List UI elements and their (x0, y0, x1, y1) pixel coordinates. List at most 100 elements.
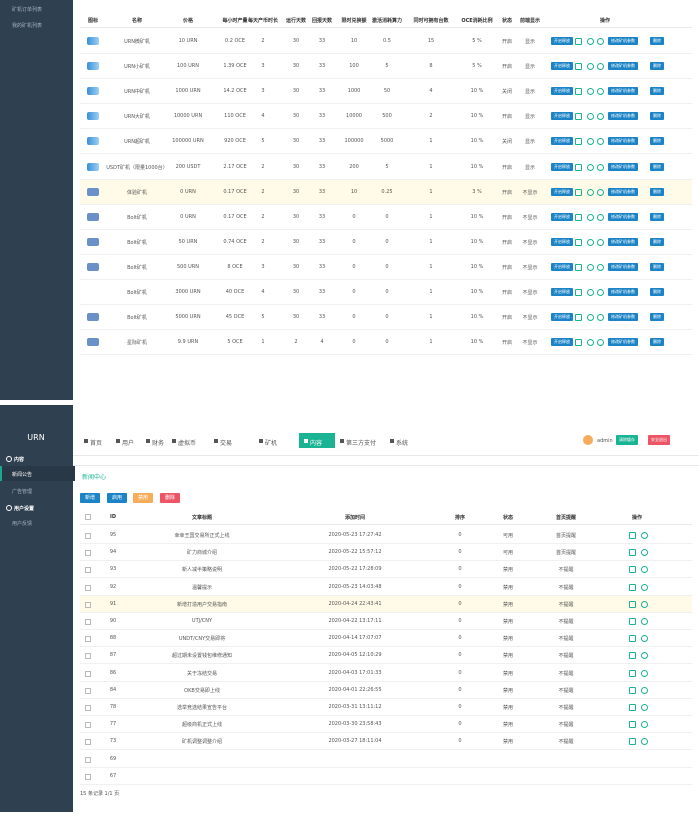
row-checkbox[interactable] (85, 619, 91, 625)
round-icon[interactable] (597, 238, 604, 246)
edit-icon[interactable] (629, 549, 636, 557)
round-icon[interactable] (587, 213, 594, 221)
action-button[interactable]: 删除 (650, 137, 664, 146)
round-icon[interactable] (597, 113, 604, 121)
action-button[interactable]: 开启释放 (551, 237, 573, 246)
edit-icon[interactable] (629, 566, 636, 574)
round-icon[interactable] (597, 213, 604, 221)
round-icon[interactable] (641, 635, 648, 643)
header-button[interactable]: 安全退出 (648, 435, 670, 445)
toolbar-button[interactable]: 新增 (80, 493, 101, 503)
round-icon[interactable] (641, 566, 648, 574)
nav-item[interactable]: 内容 (310, 440, 323, 447)
round-icon[interactable] (597, 138, 604, 146)
edit-icon[interactable] (575, 213, 582, 221)
row-checkbox[interactable] (85, 773, 91, 780)
edit-icon[interactable] (575, 314, 582, 322)
edit-icon[interactable] (629, 600, 636, 608)
action-button[interactable]: 修改矿机参数 (608, 187, 638, 196)
round-icon[interactable] (587, 289, 594, 296)
action-button[interactable]: 开启释放 (551, 62, 573, 71)
round-icon[interactable] (587, 63, 594, 71)
edit-icon[interactable] (629, 738, 636, 746)
action-button[interactable]: 开启释放 (551, 162, 573, 171)
nav-item[interactable]: 用户 (122, 440, 135, 447)
action-button[interactable]: 删除 (650, 187, 664, 196)
round-icon[interactable] (587, 314, 594, 322)
action-button[interactable]: 修改矿机参数 (608, 137, 638, 146)
round-icon[interactable] (587, 88, 594, 96)
action-button[interactable]: 删除 (650, 313, 664, 322)
edit-icon[interactable] (629, 704, 636, 711)
action-button[interactable]: 修改矿机参数 (608, 212, 638, 221)
row-checkbox[interactable] (85, 722, 91, 729)
action-button[interactable]: 修改矿机参数 (608, 262, 638, 271)
action-button[interactable]: 开启释放 (551, 288, 573, 296)
action-button[interactable]: 修改矿机参数 (608, 288, 638, 296)
action-button[interactable]: 开启释放 (551, 112, 573, 121)
row-checkbox[interactable] (85, 584, 91, 591)
round-icon[interactable] (597, 38, 604, 45)
row-checkbox[interactable] (85, 550, 91, 557)
round-icon[interactable] (641, 669, 648, 677)
nav-item[interactable]: 首页 (90, 440, 103, 447)
edit-icon[interactable] (575, 339, 582, 347)
edit-icon[interactable] (575, 163, 582, 171)
toolbar-button[interactable]: 启用 (107, 493, 128, 503)
round-icon[interactable] (641, 738, 648, 746)
edit-icon[interactable] (575, 238, 582, 246)
action-button[interactable]: 删除 (650, 162, 664, 171)
round-icon[interactable] (641, 686, 648, 694)
action-button[interactable]: 开启释放 (551, 87, 573, 96)
round-icon[interactable] (641, 652, 648, 660)
nav-item[interactable]: 矿机 (265, 440, 278, 447)
round-icon[interactable] (597, 314, 604, 322)
menu-item[interactable]: 我的矿机列表 (12, 23, 43, 29)
round-icon[interactable] (597, 88, 604, 96)
nav-item[interactable]: 虚拟币 (178, 440, 197, 447)
sidebar-item[interactable]: 广告管理 (12, 489, 33, 495)
edit-icon[interactable] (629, 532, 636, 539)
sidebar-item[interactable]: 用户反馈 (12, 521, 33, 527)
nav-item[interactable]: 财务 (152, 440, 165, 447)
action-button[interactable]: 开启释放 (551, 212, 573, 221)
action-button[interactable]: 开启释放 (551, 37, 573, 45)
action-button[interactable]: 修改矿机参数 (608, 338, 638, 347)
edit-icon[interactable] (575, 188, 582, 196)
action-button[interactable]: 开启释放 (551, 313, 573, 322)
row-checkbox[interactable] (85, 567, 91, 574)
round-icon[interactable] (597, 289, 604, 296)
round-icon[interactable] (587, 163, 594, 171)
round-icon[interactable] (641, 618, 648, 625)
action-button[interactable]: 删除 (650, 87, 664, 96)
edit-icon[interactable] (575, 88, 582, 96)
action-button[interactable]: 修改矿机参数 (608, 112, 638, 121)
row-checkbox[interactable] (85, 601, 91, 608)
edit-icon[interactable] (575, 63, 582, 71)
edit-icon[interactable] (629, 686, 636, 694)
action-button[interactable]: 修改矿机参数 (608, 37, 638, 45)
round-icon[interactable] (597, 163, 604, 171)
action-button[interactable]: 修改矿机参数 (608, 162, 638, 171)
toolbar-button[interactable]: 删除 (160, 493, 181, 503)
round-icon[interactable] (597, 263, 604, 271)
edit-icon[interactable] (575, 38, 582, 45)
nav-item[interactable]: 系统 (396, 440, 409, 447)
action-button[interactable]: 开启释放 (551, 338, 573, 347)
round-icon[interactable] (641, 600, 648, 608)
round-icon[interactable] (587, 263, 594, 271)
action-button[interactable]: 开启释放 (551, 137, 573, 146)
action-button[interactable]: 删除 (650, 262, 664, 271)
header-button[interactable]: 清除缓存 (616, 435, 638, 445)
nav-item[interactable]: 第三方支付 (346, 440, 377, 447)
row-checkbox[interactable] (85, 705, 91, 711)
action-button[interactable]: 开启释放 (551, 187, 573, 196)
edit-icon[interactable] (629, 635, 636, 643)
action-button[interactable]: 修改矿机参数 (608, 87, 638, 96)
edit-icon[interactable] (629, 721, 636, 729)
action-button[interactable]: 删除 (650, 112, 664, 121)
round-icon[interactable] (587, 138, 594, 146)
round-icon[interactable] (587, 238, 594, 246)
action-button[interactable]: 删除 (650, 62, 664, 71)
edit-icon[interactable] (575, 138, 582, 146)
